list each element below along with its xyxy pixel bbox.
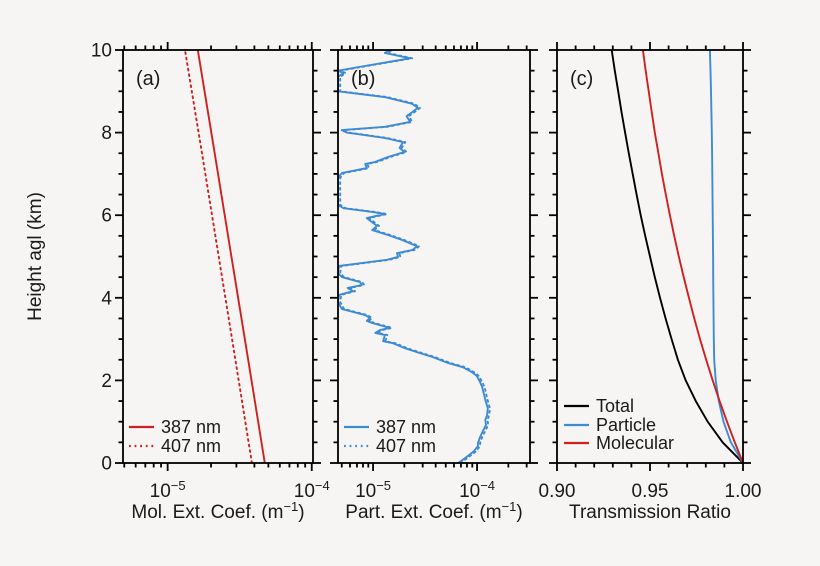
panel-letter: (b) — [351, 68, 375, 90]
y-tick-label: 4 — [101, 288, 112, 309]
y-tick-label: 10 — [91, 41, 112, 62]
series-line-407-nm — [339, 50, 491, 463]
y-tick-label: 2 — [101, 371, 112, 392]
legend-label-particle: Particle — [596, 415, 656, 435]
series-line-molecular — [641, 50, 743, 463]
x-axis-label: Transmission Ratio — [569, 502, 731, 523]
legend-label-407-nm: 407 nm — [161, 436, 221, 456]
legend-label-total: Total — [596, 396, 634, 416]
panel-c: 0.90 0.95 1.00 (c) Transmission Ratio TotalPa… — [539, 42, 762, 523]
legend-label-387-nm: 387 nm — [376, 417, 436, 437]
y-tick-label: 0 — [101, 454, 112, 475]
x-tick-label: 0.95 — [632, 481, 669, 502]
panel-letter: (c) — [570, 68, 593, 90]
series-layer — [184, 50, 266, 463]
panel-a: 10−5 10−4 0 2 4 6 8 10 (a) Mol. Ext. Coef. (m−1) 3… — [91, 41, 330, 524]
x-tick-label: 10−5 — [355, 478, 391, 502]
series-layer — [610, 50, 743, 463]
y-tick-label: 8 — [101, 123, 112, 144]
legend-label-387-nm: 387 nm — [161, 417, 221, 437]
legend-label-molecular: Molecular — [596, 433, 674, 453]
panel-b: 10−5 10−4 (b) Part. Ext. Coef. (m−1) 387 nm4… — [330, 42, 538, 523]
series-line-total — [610, 50, 743, 463]
x-axis-label: Part. Ext. Coef. (m−1) — [345, 499, 522, 523]
x-tick-label: 10−4 — [294, 478, 330, 502]
series-line-387-nm — [196, 50, 266, 463]
series-layer — [338, 50, 491, 463]
y-tick-label: 6 — [101, 206, 112, 227]
series-line-407-nm — [184, 50, 253, 463]
x-tick-label: 10−4 — [459, 478, 495, 502]
y-axis-label: Height agl (km) — [25, 192, 46, 321]
x-tick-label: 1.00 — [725, 481, 762, 502]
x-axis-label: Mol. Ext. Coef. (m−1) — [131, 499, 304, 523]
panel-letter: (a) — [136, 68, 160, 90]
x-tick-label: 10−5 — [150, 478, 186, 502]
legend-label-407-nm: 407 nm — [376, 436, 436, 456]
x-tick-label: 0.90 — [539, 481, 576, 502]
